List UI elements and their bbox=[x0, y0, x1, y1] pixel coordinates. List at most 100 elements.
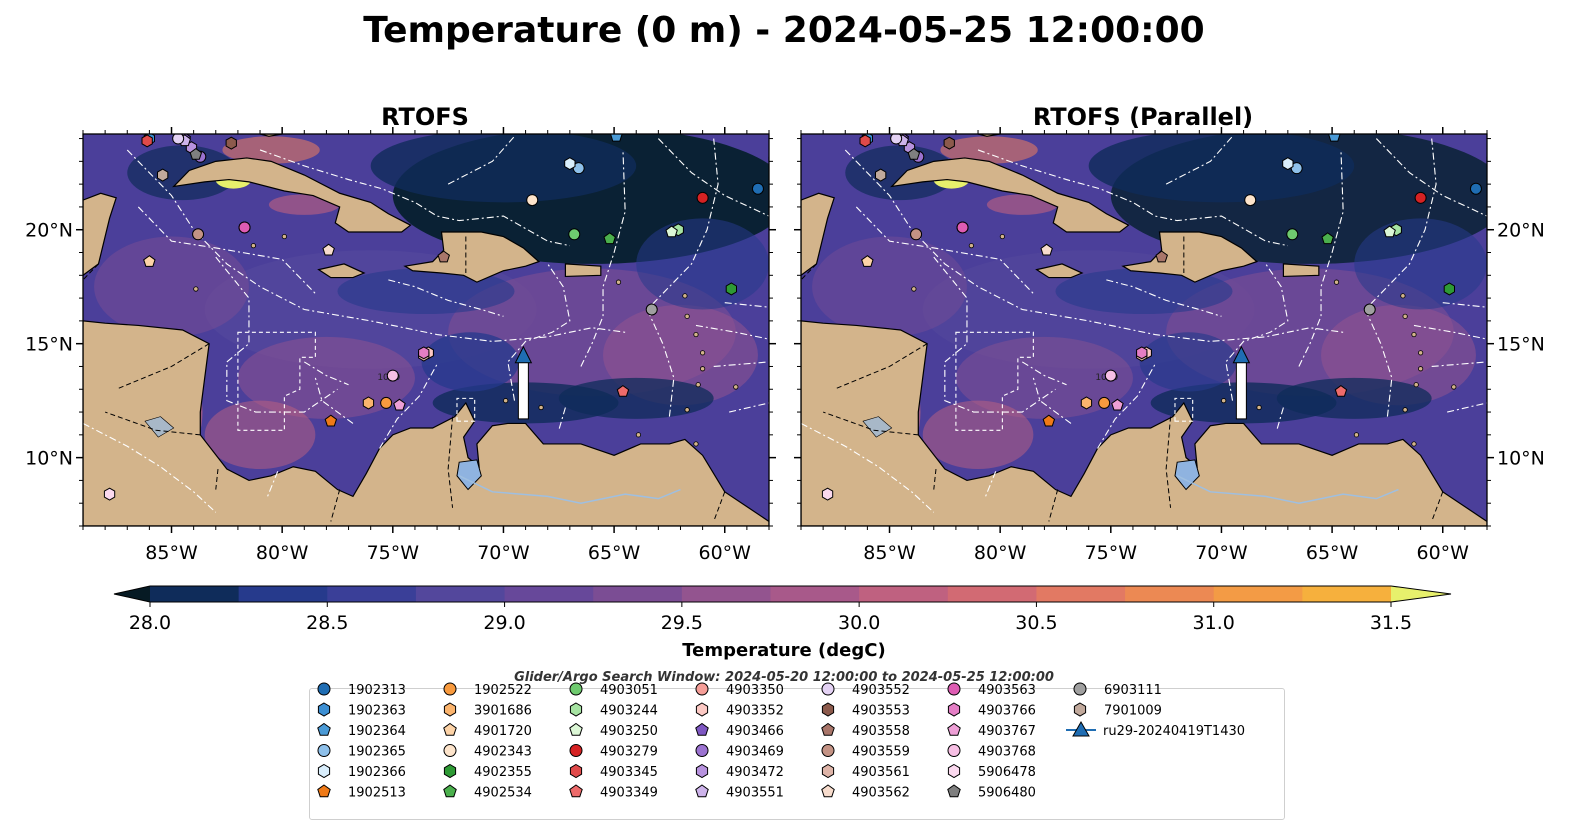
eez-boundary bbox=[984, 471, 997, 499]
legend-marker-4903553 bbox=[821, 702, 835, 717]
legend-label: 4903767 bbox=[978, 724, 1036, 739]
float-marker-3901686 bbox=[362, 396, 375, 410]
legend-marker-4903279 bbox=[569, 744, 583, 757]
colorbar-tick-label: 29.5 bbox=[661, 612, 703, 634]
island bbox=[1256, 404, 1262, 411]
legend-glider-marker bbox=[1072, 720, 1090, 737]
island bbox=[1418, 366, 1424, 372]
legend-label: 1902363 bbox=[348, 704, 406, 719]
x-tick-label: 80°W bbox=[974, 542, 1027, 564]
legend-marker-4903558 bbox=[821, 722, 835, 736]
float-marker-4903250 bbox=[665, 225, 678, 238]
legend-label: 4903466 bbox=[726, 724, 784, 739]
legend-label: 4903279 bbox=[600, 745, 658, 760]
country-border bbox=[822, 411, 919, 436]
float-marker-1902522 bbox=[380, 396, 393, 409]
temperature-field-patch bbox=[222, 136, 320, 164]
legend-marker-7901009 bbox=[1073, 702, 1087, 717]
colorbar-label: Temperature (degC) bbox=[682, 640, 885, 661]
temperature-field-patch bbox=[127, 145, 238, 201]
eez-boundary bbox=[855, 206, 1034, 294]
land bbox=[1035, 263, 1084, 279]
float-marker-4901720 bbox=[861, 255, 874, 267]
eez-boundary bbox=[237, 331, 316, 431]
eez-boundary bbox=[1032, 377, 1072, 424]
legend-marker-4903472 bbox=[695, 763, 709, 779]
country-border bbox=[1048, 489, 1059, 522]
legend-marker-4901720 bbox=[443, 722, 457, 736]
eez-boundary bbox=[1097, 363, 1156, 449]
x-tick-label: 75°W bbox=[1085, 542, 1138, 564]
legend-marker-5906480 bbox=[947, 784, 961, 798]
legend-marker-5906478 bbox=[947, 763, 961, 779]
float-marker-4902534 bbox=[603, 232, 616, 245]
island bbox=[911, 286, 917, 292]
island bbox=[700, 366, 706, 372]
eez-boundary bbox=[388, 279, 504, 317]
temperature-field-patch bbox=[94, 236, 249, 337]
legend-label: 4903553 bbox=[852, 704, 910, 719]
legend-marker-1902513 bbox=[317, 784, 331, 798]
search-window-text: Glider/Argo Search Window: 2024-05-20 12… bbox=[514, 670, 1054, 685]
float-marker-4903767 bbox=[1111, 398, 1124, 411]
float-marker-4903279 bbox=[696, 191, 709, 204]
land bbox=[1282, 263, 1320, 278]
country-border bbox=[834, 343, 928, 390]
legend-label: 4903558 bbox=[852, 724, 910, 739]
eez-boundary bbox=[713, 361, 769, 368]
colorbar-segment bbox=[150, 586, 240, 602]
lake bbox=[144, 416, 175, 438]
island bbox=[1402, 313, 1408, 319]
lake bbox=[862, 416, 893, 438]
temperature-field-patch bbox=[812, 236, 967, 337]
legend-label: 4902355 bbox=[474, 765, 532, 780]
temperature-field-patch bbox=[940, 136, 1038, 164]
legend-label: 4903551 bbox=[726, 786, 784, 801]
island bbox=[1353, 432, 1360, 438]
eez-boundary bbox=[580, 149, 626, 367]
eez-boundary bbox=[1174, 397, 1194, 422]
x-axis-ticks: 85°W 80°W 75°W 70°W 65°W 60°W 85°W 80°W 75°W 70°W… bbox=[82, 127, 1488, 564]
eez-boundary bbox=[304, 361, 349, 386]
map-panel-rtofs: 1000 bbox=[82, 133, 770, 527]
float-marker-4903559 bbox=[910, 228, 923, 241]
legend-marker-3901686 bbox=[443, 702, 457, 717]
x-tick-label: 80°W bbox=[256, 542, 309, 564]
float-legend: 1902313 1902363 1902364 1902365 1902366 19025… bbox=[317, 682, 1245, 801]
legend-label: 4903345 bbox=[600, 765, 658, 780]
y-tick-label: 10°N bbox=[25, 448, 73, 470]
island bbox=[682, 293, 688, 299]
float-marker-1902513 bbox=[324, 414, 338, 427]
country-border bbox=[215, 468, 219, 490]
legend-marker-4903562 bbox=[821, 784, 835, 798]
temperature-field-patch bbox=[922, 400, 1034, 470]
float-marker-4903279 bbox=[1414, 191, 1427, 204]
float-marker-4903349 bbox=[1334, 384, 1348, 397]
island bbox=[693, 441, 699, 447]
land bbox=[1121, 231, 1259, 283]
colorbar-tick-label: 28.0 bbox=[129, 612, 171, 634]
float-marker-7901009 bbox=[157, 168, 169, 182]
glider-marker bbox=[514, 345, 533, 364]
legend-label: 4903244 bbox=[600, 704, 658, 719]
legend-marker-4903350 bbox=[695, 682, 709, 696]
island bbox=[281, 233, 287, 240]
colorbar: 28.0 28.5 29.0 29.5 30.0 30.5 31.0 31.5 bbox=[113, 585, 1452, 634]
legend-frame bbox=[309, 688, 1285, 820]
island bbox=[1413, 382, 1419, 388]
eez-boundary bbox=[646, 138, 719, 417]
legend-label: 4903469 bbox=[726, 745, 784, 760]
float-marker-4903349 bbox=[616, 384, 630, 397]
y-tick-label: 15°N bbox=[25, 334, 73, 356]
y-tick-label: 15°N bbox=[1497, 334, 1545, 356]
eez-boundary bbox=[933, 256, 1056, 413]
colorbar-tick-label: 31.5 bbox=[1370, 612, 1412, 634]
legend-label: 4903552 bbox=[852, 683, 910, 698]
float-marker-4903250 bbox=[1383, 225, 1396, 238]
land bbox=[83, 320, 769, 526]
colorbar-segment bbox=[1036, 586, 1126, 602]
legend-label: 1902366 bbox=[348, 765, 406, 780]
temperature-field-patch bbox=[370, 134, 637, 203]
x-tick-label: 65°W bbox=[588, 542, 641, 564]
island bbox=[695, 382, 701, 388]
